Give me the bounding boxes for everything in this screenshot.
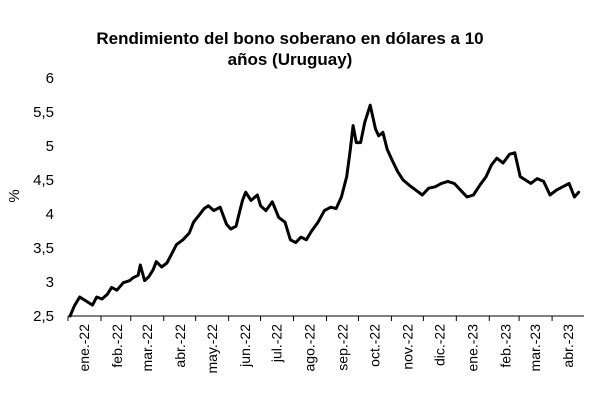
x-axis-labels: ene.-22 feb.-22 mar.-22 abr.-22 may.-22 jun.-… xyxy=(76,324,576,374)
y-tick-label: 5 xyxy=(46,138,54,155)
y-tick-label: 4,5 xyxy=(33,172,54,189)
x-tick-label: feb.-23 xyxy=(497,324,513,368)
y-tick-label: 5,5 xyxy=(33,104,54,121)
y-tick-label: 3,5 xyxy=(33,240,54,257)
x-tick-label: may.-22 xyxy=(204,324,220,374)
x-tick-label: sep.-22 xyxy=(335,324,351,371)
chart-title-line1: Rendimiento del bono soberano en dólares… xyxy=(96,29,484,48)
x-tick-label: nov.-22 xyxy=(400,324,416,370)
x-tick-label: jun.-22 xyxy=(237,324,253,368)
y-tick-label: 4 xyxy=(46,206,54,223)
series-line-yield xyxy=(68,103,581,318)
y-tick-label: 6 xyxy=(46,70,54,87)
x-tick-label: ene.-23 xyxy=(464,324,480,372)
x-tick-label: dic.-22 xyxy=(431,324,447,366)
x-tick-label: jul.-22 xyxy=(269,324,285,363)
y-tick-label: 3 xyxy=(46,274,54,291)
y-tick-label: 2,5 xyxy=(33,308,54,325)
x-tick-label: abr.-23 xyxy=(560,324,576,368)
x-tick-label: abr.-22 xyxy=(172,324,188,368)
x-axis-ticks xyxy=(67,316,553,321)
chart-title-line2: años (Uruguay) xyxy=(227,50,353,69)
x-tick-label: mar.-23 xyxy=(527,324,543,372)
y-axis-labels: 2,5 3 3,5 4 4,5 5 5,5 6 xyxy=(33,70,54,325)
x-tick-label: ago.-22 xyxy=(302,324,318,372)
y-axis-label: % xyxy=(6,189,23,202)
x-tick-label: feb.-22 xyxy=(109,324,125,368)
x-tick-label: mar.-22 xyxy=(139,324,155,372)
x-tick-label: ene.-22 xyxy=(76,324,92,372)
x-tick-label: oct.-22 xyxy=(367,324,383,367)
